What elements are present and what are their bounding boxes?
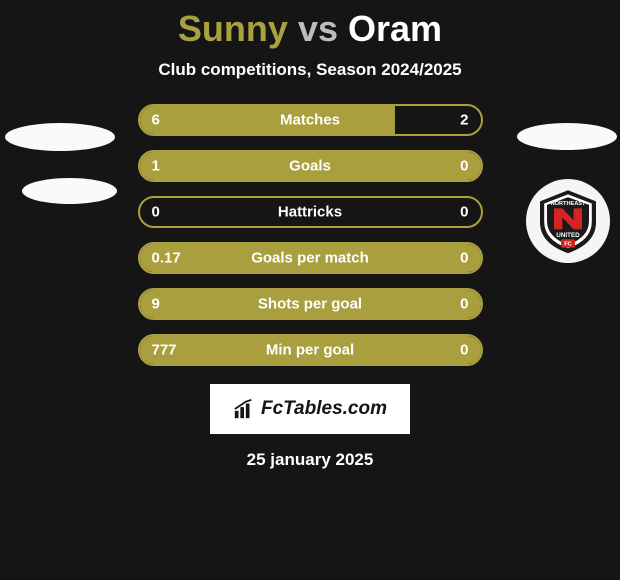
- comparison-title: Sunny vs Oram: [0, 8, 620, 50]
- player2-name: Oram: [348, 8, 442, 49]
- svg-text:NORTHEAST: NORTHEAST: [551, 201, 586, 207]
- stat-label: Hattricks: [140, 204, 481, 221]
- stat-row: 0.17 Goals per match 0: [138, 242, 483, 274]
- northeast-united-crest-icon: NORTHEAST UNITED FC: [533, 186, 603, 256]
- svg-text:UNITED: UNITED: [556, 232, 580, 239]
- stat-label: Min per goal: [140, 342, 481, 359]
- stat-right-value: 2: [460, 112, 468, 129]
- stat-right-value: 0: [460, 296, 468, 313]
- date-label: 25 january 2025: [0, 450, 620, 470]
- stat-label: Goals per match: [140, 250, 481, 267]
- chart-icon: [233, 398, 255, 420]
- player1-badge-ellipse-1: [5, 123, 115, 151]
- stats-container: 6 Matches 2 1 Goals 0 0 Hattricks 0 0.17…: [138, 104, 483, 366]
- vs-label: vs: [298, 8, 338, 49]
- stat-right-value: 0: [460, 250, 468, 267]
- stat-row: 1 Goals 0: [138, 150, 483, 182]
- player1-name: Sunny: [178, 8, 288, 49]
- stat-row: 0 Hattricks 0: [138, 196, 483, 228]
- stat-right-value: 0: [460, 158, 468, 175]
- stat-label: Goals: [140, 158, 481, 175]
- subtitle: Club competitions, Season 2024/2025: [0, 60, 620, 80]
- player1-badge-ellipse-2: [22, 178, 117, 204]
- stat-row: 777 Min per goal 0: [138, 334, 483, 366]
- stat-right-value: 0: [460, 204, 468, 221]
- player2-badge-ellipse: [517, 123, 617, 150]
- svg-text:FC: FC: [564, 242, 571, 248]
- stat-row: 9 Shots per goal 0: [138, 288, 483, 320]
- stat-row: 6 Matches 2: [138, 104, 483, 136]
- stat-right-value: 0: [460, 342, 468, 359]
- stat-label: Matches: [140, 112, 481, 129]
- player2-club-crest: NORTHEAST UNITED FC: [526, 179, 610, 263]
- fctables-brand-panel[interactable]: FcTables.com: [210, 384, 410, 434]
- fctables-brand-text: FcTables.com: [261, 398, 387, 420]
- stat-label: Shots per goal: [140, 296, 481, 313]
